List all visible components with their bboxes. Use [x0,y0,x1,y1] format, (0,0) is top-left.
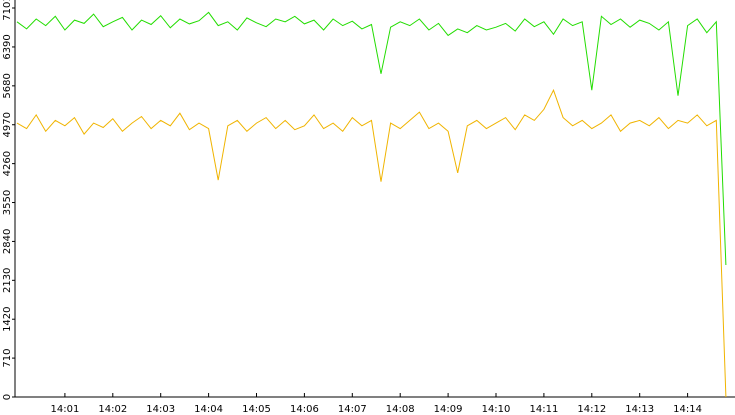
x-tick-label: 14:07 [338,404,367,415]
y-tick-label: 2840 [2,229,13,254]
x-tick-label: 14:02 [98,404,127,415]
y-tick-label: 4970 [2,112,13,137]
x-tick-label: 14:08 [386,404,415,415]
x-tick-label: 14:09 [434,404,463,415]
x-tick-label: 14:05 [242,404,271,415]
x-tick-label: 14:13 [625,404,654,415]
x-tick-label: 14:14 [673,404,702,415]
y-tick-label: 6390 [2,34,13,59]
y-tick-label: 5680 [2,73,13,98]
y-tick-label: 3550 [2,190,13,215]
x-tick-label: 14:11 [529,404,558,415]
y-tick-label: 1420 [2,306,13,331]
x-tick-label: 14:03 [146,404,175,415]
y-tick-label: 4260 [2,151,13,176]
x-tick-label: 14:04 [194,404,223,415]
x-tick-label: 14:10 [482,404,511,415]
y-tick-label: 710 [2,349,13,368]
x-tick-label: 14:01 [50,404,79,415]
series-line [16,88,727,398]
series-line [16,11,727,266]
y-tick-label: 0 [2,394,13,400]
x-tick-label: 14:06 [290,404,319,415]
y-tick-label: 2130 [2,268,13,293]
y-tick-label: 7101 [2,0,13,21]
x-tick-label: 14:12 [577,404,606,415]
